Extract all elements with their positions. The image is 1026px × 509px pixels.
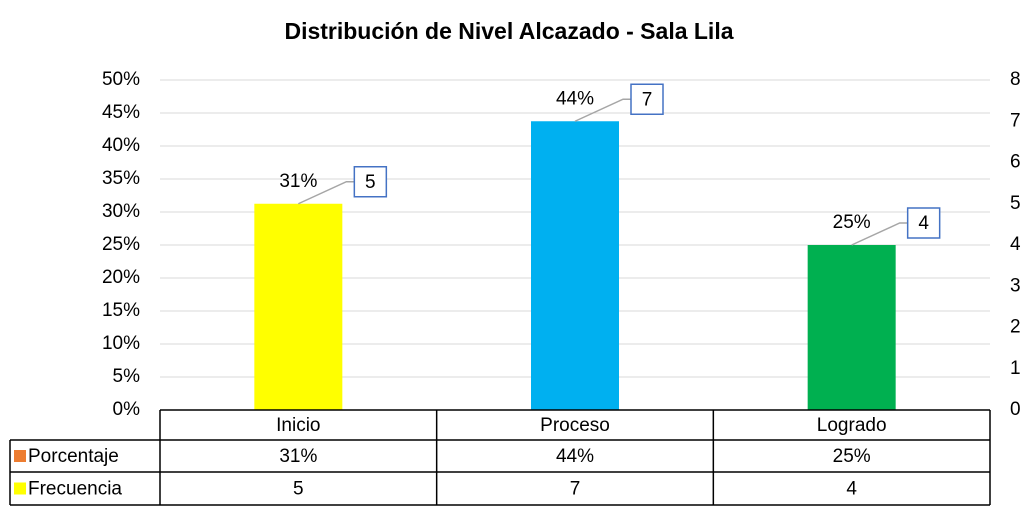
leader-line xyxy=(574,98,631,122)
callout-label: 7 xyxy=(642,89,653,110)
legend-key xyxy=(14,482,26,495)
table-cell: 4 xyxy=(846,479,857,500)
legend-label: Porcentaje xyxy=(28,446,119,467)
y2-tick-label: 8 xyxy=(1010,69,1021,90)
callout-label: 5 xyxy=(365,172,376,193)
bar xyxy=(807,245,896,410)
y-tick-label: 50% xyxy=(102,69,140,90)
callout-box xyxy=(906,207,941,239)
callout-label: 4 xyxy=(918,213,929,234)
chart-title: Distribución de Nivel Alcazado - Sala Li… xyxy=(284,18,733,44)
data-label: 25% xyxy=(833,212,871,233)
table-cell: 25% xyxy=(833,446,871,467)
y2-tick-label: 5 xyxy=(1010,193,1021,214)
table-cell: 44% xyxy=(556,446,594,467)
y2-tick-label: 2 xyxy=(1010,317,1021,338)
table-cell: 31% xyxy=(279,446,317,467)
y-tick-label: 35% xyxy=(102,168,140,189)
leader-line xyxy=(851,222,908,246)
y2-tick-label: 3 xyxy=(1010,275,1021,296)
y-tick-label: 40% xyxy=(102,135,140,156)
y2-tick-label: 1 xyxy=(1010,358,1021,379)
y-tick-label: 0% xyxy=(113,399,141,420)
y-tick-label: 15% xyxy=(102,300,140,321)
data-label: 31% xyxy=(279,171,317,192)
data-label: 44% xyxy=(556,88,594,109)
y2-tick-label: 7 xyxy=(1010,110,1021,131)
y-tick-label: 45% xyxy=(102,102,140,123)
y-tick-label: 20% xyxy=(102,267,140,288)
bar xyxy=(254,203,343,410)
legend-label: Frecuencia xyxy=(28,479,122,500)
y2-tick-label: 4 xyxy=(1010,234,1021,255)
y-tick-label: 10% xyxy=(102,333,140,354)
leader-line xyxy=(298,181,355,205)
callout-box xyxy=(353,166,388,198)
x-tick-label: Logrado xyxy=(817,415,887,436)
y-tick-label: 5% xyxy=(113,366,141,387)
bar xyxy=(531,121,619,410)
legend-key xyxy=(14,450,26,462)
y-tick-label: 30% xyxy=(102,201,140,222)
y2-tick-label: 6 xyxy=(1010,152,1021,173)
x-tick-label: Proceso xyxy=(540,415,610,436)
x-tick-label: Inicio xyxy=(276,415,320,436)
y2-tick-label: 0 xyxy=(1010,399,1021,420)
table-cell: 5 xyxy=(293,479,304,500)
table-cell: 7 xyxy=(570,479,581,500)
y-tick-label: 25% xyxy=(102,234,140,255)
callout-box xyxy=(630,83,664,115)
